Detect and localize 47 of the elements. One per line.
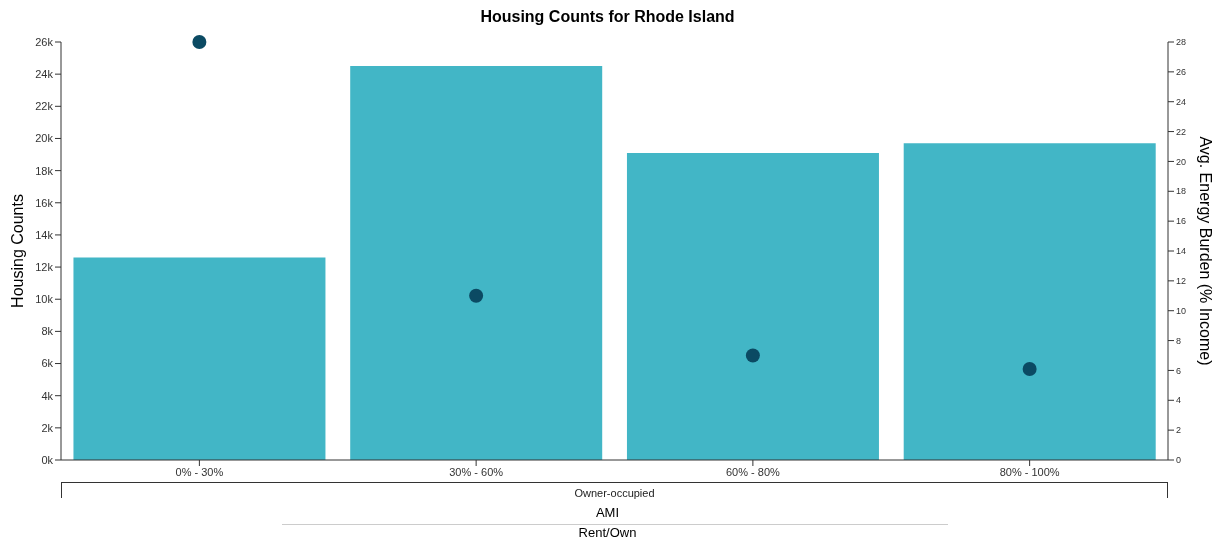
y2-tick-label: 14 [1176,246,1187,257]
y-tick-label: 22k [35,100,54,113]
bar [73,257,326,460]
y-tick-label: 20k [35,132,54,145]
y-tick-label: 8k [41,325,54,338]
y-tick-label: 2k [41,421,54,434]
y2-tick-label: 6 [1176,365,1182,376]
y2-tick-label: 22 [1176,126,1187,137]
y2-tick-label: 4 [1176,395,1182,406]
y2-tick-label: 16 [1176,216,1187,227]
y2-tick-label: 0 [1176,455,1182,466]
y2-tick-label: 26 [1176,67,1187,78]
x-tick-label: 30% - 60% [449,465,504,478]
y2-tick-label: 2 [1176,425,1182,436]
y-tick-label: 10k [35,293,54,306]
y2-tick-label: 24 [1176,96,1187,107]
x-tick-label: 0% - 30% [175,465,224,478]
x-tick-label: 60% - 80% [725,465,780,478]
point [469,288,484,303]
point [745,348,760,363]
chart-title: Housing Counts for Rhode Island [479,8,736,26]
y2-tick-label: 28 [1176,37,1187,48]
y-tick-label: 24k [35,68,54,81]
y-axis-title: Housing Counts [9,194,27,308]
text: Rent/Own [577,525,638,540]
y-tick-label: 26k [35,35,54,48]
point [192,35,207,49]
y2-tick-label: 12 [1176,276,1187,287]
x-tick-label: 80% - 100% [999,465,1060,478]
y-tick-label: 6k [41,357,54,370]
bar [903,143,1156,460]
point [1022,361,1037,376]
y2-tick-label: 8 [1176,335,1182,346]
x-axis-title: AMI [594,505,621,520]
text: Owner-occupied [573,487,656,499]
y2-axis-title: Avg. Energy Burden (% Income) [1196,136,1214,366]
y2-tick-label: 10 [1176,305,1187,316]
y-tick-label: 0k [41,453,54,466]
y-tick-label: 16k [35,196,54,209]
bar [350,66,603,460]
y-tick-label: 18k [35,164,54,177]
y2-tick-label: 20 [1176,156,1187,167]
y-tick-label: 12k [35,260,54,273]
y-tick-label: 4k [41,389,54,402]
y-tick-label: 14k [35,228,54,241]
bar [626,152,879,460]
y2-tick-label: 18 [1176,186,1187,197]
